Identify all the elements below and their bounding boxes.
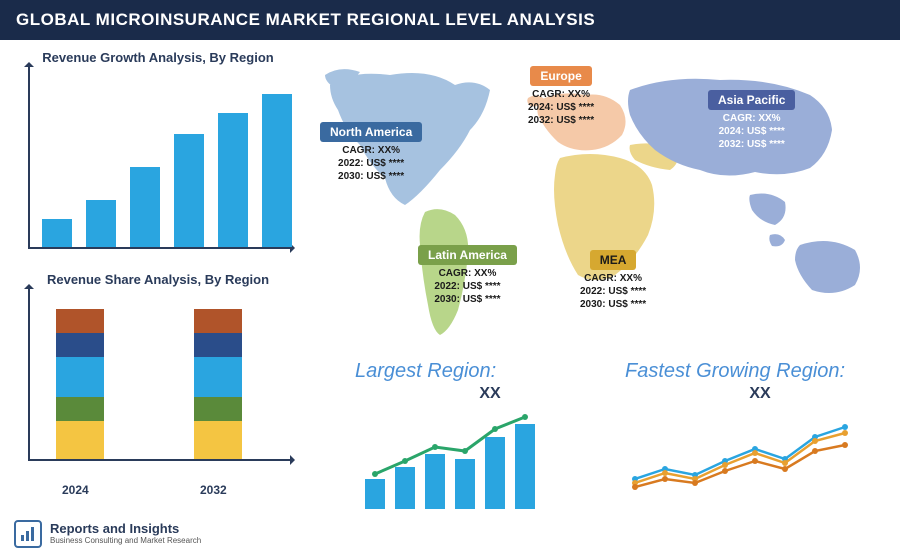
footer-logo-icon bbox=[14, 520, 42, 548]
growth-bar bbox=[86, 200, 116, 247]
stack-segment bbox=[56, 309, 104, 333]
share-chart-title: Revenue Share Analysis, By Region bbox=[18, 272, 298, 287]
xlabel-2032: 2032 bbox=[200, 483, 227, 497]
share-stacks bbox=[56, 299, 242, 459]
footer-main: Reports and Insights bbox=[50, 522, 201, 536]
x-axis bbox=[28, 247, 294, 249]
region-data-line: 2032: US$ **** bbox=[708, 138, 795, 151]
stack-segment bbox=[194, 397, 242, 421]
content-area: Revenue Growth Analysis, By Region Reven… bbox=[0, 40, 900, 554]
x-axis bbox=[28, 459, 294, 461]
y-axis bbox=[28, 285, 30, 461]
region-data-line: 2032: US$ **** bbox=[528, 114, 594, 127]
region-data-line: CAGR: XX% bbox=[320, 144, 422, 157]
largest-value: XX bbox=[355, 385, 625, 403]
region-box-la: Latin America CAGR: XX%2022: US$ ****2030… bbox=[418, 245, 517, 306]
share-axes: 2024 2032 bbox=[28, 291, 288, 461]
region-data-line: 2022: US$ **** bbox=[320, 157, 422, 170]
region-tag-ap: Asia Pacific bbox=[708, 90, 795, 110]
region-box-ap: Asia Pacific CAGR: XX%2024: US$ ****2032:… bbox=[708, 90, 795, 151]
region-data-line: CAGR: XX% bbox=[418, 267, 517, 280]
region-tag-eu: Europe bbox=[530, 66, 591, 86]
largest-title: Largest Region: bbox=[355, 360, 625, 383]
stack-segment bbox=[56, 421, 104, 459]
page-header: GLOBAL MICROINSURANCE MARKET REGIONAL LE… bbox=[0, 0, 900, 40]
region-data-line: 2030: US$ **** bbox=[418, 293, 517, 306]
stack-segment bbox=[56, 333, 104, 357]
revenue-share-chart: Revenue Share Analysis, By Region 2024 2… bbox=[18, 272, 298, 492]
region-data-line: 2024: US$ **** bbox=[528, 101, 594, 114]
growth-bars bbox=[42, 77, 292, 247]
region-data-line: 2022: US$ **** bbox=[580, 285, 646, 298]
stack-segment bbox=[56, 357, 104, 397]
largest-mini-chart bbox=[355, 409, 625, 519]
header-title: GLOBAL MICROINSURANCE MARKET REGIONAL LE… bbox=[16, 10, 595, 29]
region-data-line: 2024: US$ **** bbox=[708, 125, 795, 138]
growth-chart-title: Revenue Growth Analysis, By Region bbox=[18, 50, 298, 65]
footer: Reports and Insights Business Consulting… bbox=[14, 520, 201, 548]
stack-segment bbox=[194, 333, 242, 357]
revenue-growth-chart: Revenue Growth Analysis, By Region bbox=[18, 50, 298, 260]
stack-segment bbox=[194, 421, 242, 459]
region-data-line: CAGR: XX% bbox=[528, 88, 594, 101]
stack-segment bbox=[56, 397, 104, 421]
region-box-na: North America CAGR: XX%2022: US$ ****2030… bbox=[320, 122, 422, 183]
growth-axes bbox=[28, 69, 288, 249]
region-tag-mea: MEA bbox=[590, 250, 637, 270]
largest-region-callout: Largest Region: XX bbox=[355, 360, 625, 519]
fastest-region-callout: Fastest Growing Region: XX bbox=[625, 360, 895, 519]
stack-segment bbox=[194, 309, 242, 333]
region-box-mea: MEA CAGR: XX%2022: US$ ****2030: US$ **** bbox=[580, 250, 646, 311]
region-data-line: CAGR: XX% bbox=[708, 112, 795, 125]
world-map: North AmericaCAGR: XX%2022: US$ ****2030… bbox=[310, 50, 890, 350]
footer-sub: Business Consulting and Market Research bbox=[50, 537, 201, 546]
region-box-eu: Europe CAGR: XX%2024: US$ ****2032: US$ *… bbox=[528, 66, 594, 127]
share-stack bbox=[56, 309, 104, 459]
fastest-value: XX bbox=[625, 385, 895, 403]
region-tag-la: Latin America bbox=[418, 245, 517, 265]
growth-bar bbox=[130, 167, 160, 247]
region-tag-na: North America bbox=[320, 122, 422, 142]
region-data-line: 2022: US$ **** bbox=[418, 280, 517, 293]
region-data-line: 2030: US$ **** bbox=[580, 298, 646, 311]
growth-bar bbox=[42, 219, 72, 247]
fastest-title: Fastest Growing Region: bbox=[625, 360, 895, 383]
stack-segment bbox=[194, 357, 242, 397]
share-stack bbox=[194, 309, 242, 459]
growth-bar bbox=[262, 94, 292, 247]
region-data-line: 2030: US$ **** bbox=[320, 170, 422, 183]
growth-bar bbox=[174, 134, 204, 247]
fastest-mini-chart bbox=[625, 409, 895, 519]
region-data-line: CAGR: XX% bbox=[580, 272, 646, 285]
growth-bar bbox=[218, 113, 248, 247]
y-axis bbox=[28, 63, 30, 249]
footer-text: Reports and Insights Business Consulting… bbox=[50, 522, 201, 545]
xlabel-2024: 2024 bbox=[62, 483, 89, 497]
